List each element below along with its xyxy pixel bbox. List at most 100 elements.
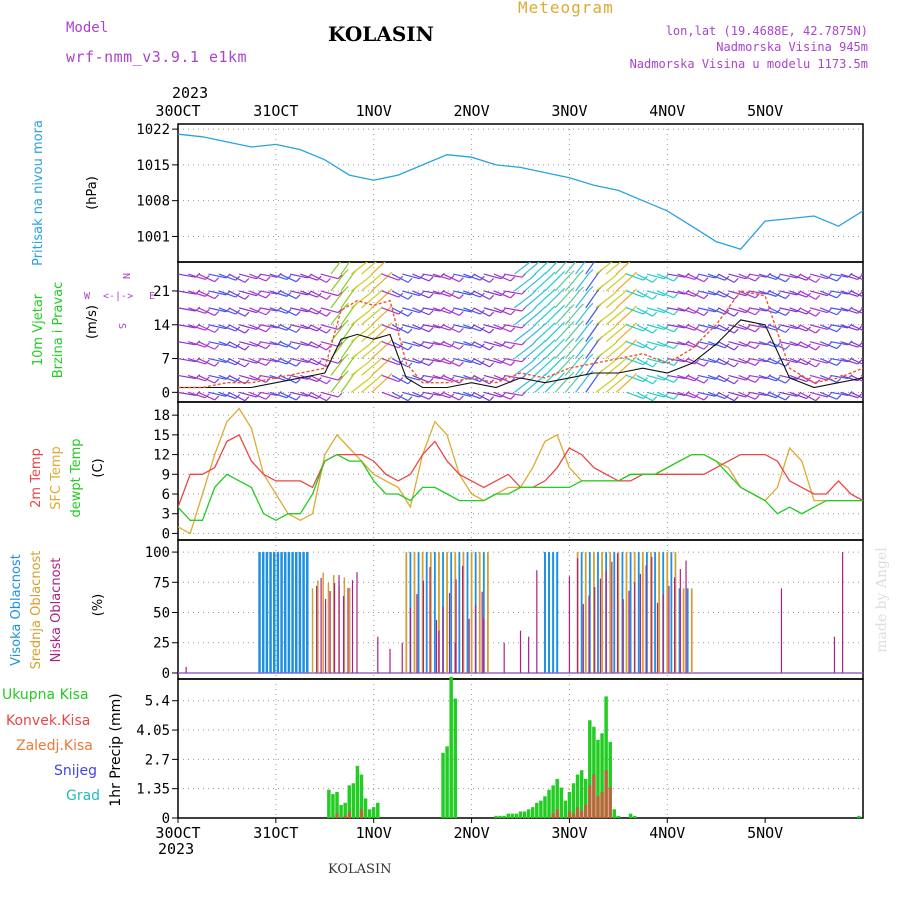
wind-barb-flag — [295, 294, 301, 299]
wind-barb-flag — [867, 379, 871, 383]
precip-legend-item: Konvek.Kisa — [6, 713, 90, 729]
wind-barb — [463, 324, 481, 332]
wind-barb — [483, 324, 502, 330]
wind-barb — [504, 341, 523, 346]
precip-bar — [514, 813, 519, 818]
wind-barb — [279, 391, 297, 401]
wind-barb — [300, 341, 318, 349]
wind-barb — [667, 374, 686, 380]
wind-barb — [524, 360, 542, 376]
wind-barb — [534, 343, 552, 359]
wind-barb-flag — [579, 337, 584, 343]
wind-barb-flag — [344, 253, 348, 257]
cloud-bar — [658, 552, 661, 673]
wind-barb-flag — [256, 291, 261, 297]
wind-barb — [198, 273, 215, 283]
wind-barb-flag — [569, 304, 575, 309]
wind-barb — [330, 273, 345, 292]
wind-barb — [758, 290, 777, 297]
wind-barb — [677, 374, 695, 382]
wind-barb-flag — [419, 358, 425, 364]
wind-barb-flag — [337, 274, 343, 280]
cloud-bar — [678, 588, 681, 673]
wind-barb-flag — [377, 373, 383, 379]
precip-legend-item: Zaledj.Kisa — [16, 738, 93, 754]
wind-barb — [697, 290, 716, 296]
wind-barb — [422, 290, 441, 295]
wind-barb-flag — [265, 394, 271, 400]
wind-barb-flag — [354, 252, 358, 256]
wind-barb — [412, 341, 430, 350]
wind-barb-flag — [775, 275, 781, 280]
wind-barb — [350, 262, 369, 275]
cloud-bar — [639, 573, 641, 673]
wind-barb — [717, 358, 735, 368]
wind-barb — [300, 357, 318, 366]
wind-barb — [483, 357, 502, 364]
wind-barb-flag — [295, 395, 301, 401]
wind-barb-flag — [489, 396, 495, 402]
wind-barb — [687, 307, 705, 317]
wind-barb-flag — [428, 361, 434, 366]
precip-bar — [575, 774, 580, 818]
wind-barb — [473, 358, 490, 368]
wind-barb — [830, 357, 849, 363]
x-tick-label-bottom: 4NOV — [649, 824, 685, 842]
wind-barb-flag — [632, 271, 637, 277]
wind-barb — [738, 324, 756, 333]
wind-barb — [289, 273, 308, 279]
wind-barb-flag — [295, 277, 301, 283]
wind-barb-flag — [343, 285, 349, 291]
precip-bar — [559, 787, 564, 818]
y-tick-label: 4.05 — [136, 723, 170, 739]
wind-barb-flag — [745, 392, 751, 398]
wind-barb-flag — [532, 257, 536, 261]
wind-barb-flag — [244, 311, 250, 317]
wind-barb-flag — [214, 361, 220, 367]
cloud-bar — [641, 552, 644, 673]
wind-barb — [361, 276, 379, 292]
wind-barb — [575, 374, 590, 393]
precip-bar — [600, 733, 604, 818]
x-tick-label-top: 5NOV — [747, 102, 783, 120]
wind-barb — [564, 324, 580, 343]
wind-barb — [330, 262, 341, 275]
wind-barb-flag — [500, 392, 506, 398]
wind-barb — [656, 273, 674, 282]
wind-barbs — [178, 252, 871, 402]
wind-barb — [228, 273, 246, 283]
wind-barb — [259, 307, 278, 312]
y-tick-label: 75 — [153, 575, 170, 591]
wind-barb — [218, 391, 236, 400]
cloud-bar — [347, 588, 349, 673]
precip-bar — [563, 800, 568, 818]
wind-barb-flag — [256, 341, 261, 347]
cloud-bar — [674, 577, 676, 673]
wind-barb-flag — [458, 311, 464, 316]
wind-barb — [330, 357, 345, 376]
wind-barb — [636, 391, 653, 402]
wind-barb — [595, 344, 614, 360]
wind-barb-flag — [256, 375, 261, 381]
wind-barb — [636, 358, 653, 368]
wind-barb-flag — [836, 310, 842, 316]
wind-barb — [667, 341, 686, 346]
compass-w: W — [84, 291, 91, 302]
cloud-bar — [298, 552, 302, 673]
wind-barb-flag — [857, 275, 863, 280]
wind-barb — [442, 290, 460, 300]
cloud-bar — [599, 578, 602, 673]
wind-barb — [779, 290, 798, 296]
wind-barb — [432, 374, 451, 382]
precip-bar — [608, 741, 612, 818]
precip-bar — [359, 774, 364, 818]
wind-barb — [738, 341, 756, 350]
wind-barb — [575, 273, 590, 292]
wind-barb — [381, 357, 399, 366]
wind-barb-flag — [286, 393, 292, 399]
wind-barb-flag — [633, 255, 637, 259]
wind-barb-flag — [500, 308, 506, 313]
wind-barb — [799, 341, 817, 351]
pressure-line — [178, 133, 863, 250]
wind-barb-flag — [733, 277, 739, 283]
